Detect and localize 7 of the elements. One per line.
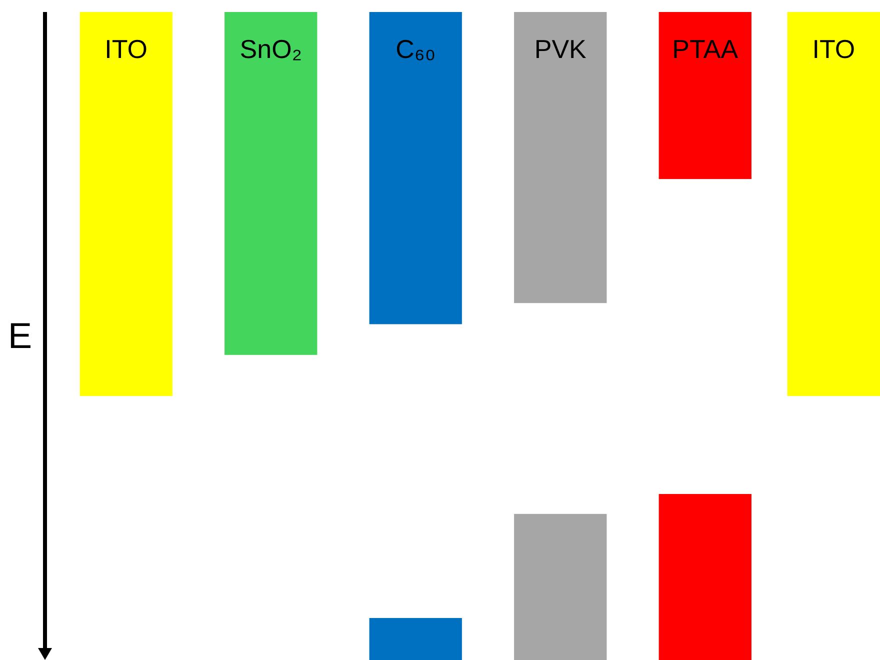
- x-tick-label: PTAA: [672, 34, 739, 64]
- y-axis-title: E: [8, 315, 32, 356]
- x-tick-label: ITO: [104, 34, 148, 64]
- x-tick-label: ITO: [812, 34, 856, 64]
- x-tick-label: C₆₀: [396, 34, 436, 64]
- x-tick-label: SnO₂: [240, 34, 302, 64]
- x-tick-label: PVK: [534, 34, 588, 64]
